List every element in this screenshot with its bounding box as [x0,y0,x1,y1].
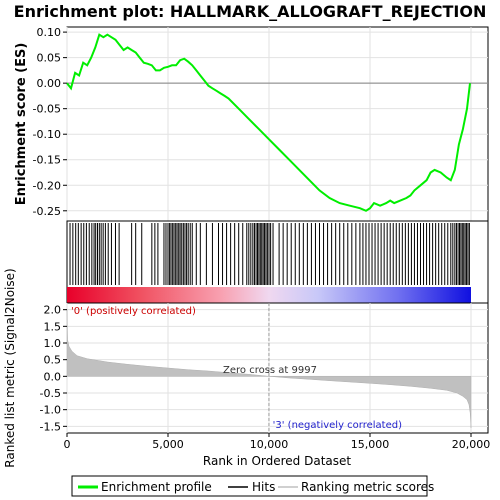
es-y-tick-label: -0.15 [33,154,61,167]
hits-barcode [69,223,470,285]
x-tick-label: 15,000 [351,438,390,451]
legend-enrichment-label: Enrichment profile [101,480,212,494]
x-tick-label: 0 [64,438,71,451]
es-y-axis: 0.10 0.05 0.00 -0.05 -0.10 -0.15 -0.20 -0.25 [33,26,67,218]
metric-y-tick-label: -1.0 [40,404,61,417]
x-tick-label: 20,000 [452,438,491,451]
ranking-metric-area [66,309,472,429]
es-y-tick-label: -0.25 [33,205,61,218]
metric-y-axis-title: Ranked list metric (Signal2Noise) [3,268,17,467]
legend-box [71,475,428,497]
es-y-tick-label: 0.00 [37,77,62,90]
x-tick-label: 10,000 [250,438,289,451]
es-y-tick-label: -0.05 [33,103,61,116]
positive-correlation-label: '0' (positively correlated) [71,306,196,317]
es-y-tick-label: -0.10 [33,128,61,141]
hits-panel [66,220,489,304]
es-y-tick-label: 0.10 [37,26,62,39]
enrichment-profile-line [66,33,471,212]
legend-metric-label: Ranking metric scores [301,480,434,494]
metric-panel: 2.0 1.5 1.0 0.5 0.0 -0.5 -1.0 -1.5 0 5,000 10,000… [3,268,490,468]
metric-x-axis: 0 5,000 10,000 15,000 20,000 [64,433,491,451]
metric-y-tick-label: 0.5 [44,354,62,367]
metric-y-tick-label: 0.0 [44,370,62,383]
ranked-list-color-strip [67,287,471,303]
legend: Enrichment profile Hits Ranking metric s… [71,475,434,497]
metric-y-tick-label: 1.5 [44,320,62,333]
negative-correlation-label: '3' (negatively correlated) [273,420,402,431]
x-axis-title: Rank in Ordered Dataset [203,454,351,468]
legend-hits-label: Hits [252,480,275,494]
metric-y-axis: 2.0 1.5 1.0 0.5 0.0 -0.5 -1.0 -1.5 [40,304,67,433]
zero-cross-label: Zero cross at 9997 [223,365,317,376]
es-y-axis-title: Enrichment score (ES) [14,43,29,206]
x-tick-label: 5,000 [152,438,184,451]
metric-y-tick-label: -1.5 [40,420,61,433]
metric-y-tick-label: 1.0 [44,337,62,350]
es-y-tick-label: -0.20 [33,179,61,192]
es-y-tick-label: 0.05 [37,52,62,65]
chart-title: Enrichment plot: HALLMARK_ALLOGRAFT_REJE… [14,2,487,21]
metric-y-tick-label: 2.0 [44,304,62,317]
es-plot-frame [66,26,489,222]
es-panel: 0.10 0.05 0.00 -0.05 -0.10 -0.15 -0.20 -0.25 En… [14,26,489,222]
metric-y-tick-label: -0.5 [40,387,61,400]
